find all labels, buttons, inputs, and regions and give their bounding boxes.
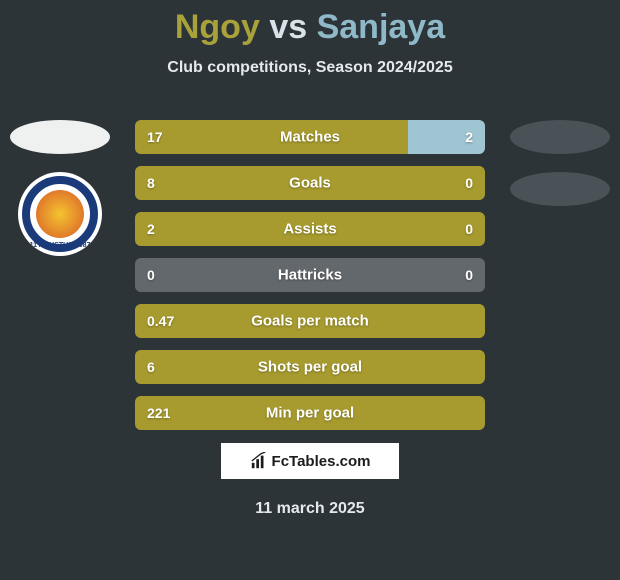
stat-value-right: 0 bbox=[465, 175, 473, 191]
stat-value-right: 2 bbox=[465, 129, 473, 145]
stat-label: Matches bbox=[135, 129, 485, 146]
stat-row: Shots per goal6 bbox=[135, 350, 485, 384]
stat-value-left: 8 bbox=[147, 175, 155, 191]
stat-value-left: 0 bbox=[147, 267, 155, 283]
right-team-oval-2-icon bbox=[510, 172, 610, 206]
stat-row: Assists2 0 bbox=[135, 212, 485, 246]
stat-row: Hattricks0 0 bbox=[135, 258, 485, 292]
brand-text: FcTables.com bbox=[272, 453, 371, 470]
stats-bars: Matches172Goals80Assists20Hattricks00Goa… bbox=[135, 120, 485, 430]
player2-name: Sanjaya bbox=[317, 8, 446, 46]
comparison-card: Ngoy vs Sanjaya Club competitions, Seaso… bbox=[0, 0, 620, 580]
player1-name: Ngoy bbox=[175, 8, 260, 46]
stat-label: Min per goal bbox=[135, 405, 485, 422]
left-team-oval-icon bbox=[10, 120, 110, 154]
stat-label: Assists bbox=[135, 221, 485, 238]
subtitle: Club competitions, Season 2024/2025 bbox=[0, 59, 620, 77]
stat-value-left: 17 bbox=[147, 129, 163, 145]
stat-row: Goals per match0.47 bbox=[135, 304, 485, 338]
stat-value-left: 221 bbox=[147, 405, 170, 421]
stat-label: Goals per match bbox=[135, 313, 485, 330]
title: Ngoy vs Sanjaya bbox=[0, 0, 620, 47]
logo-text-bottom: 11 AGUSTUS 1987 bbox=[18, 242, 102, 250]
right-logos bbox=[510, 120, 610, 206]
stat-value-left: 2 bbox=[147, 221, 155, 237]
stat-label: Hattricks bbox=[135, 267, 485, 284]
logo-text-top: AREMA bbox=[18, 178, 102, 187]
brand-footer[interactable]: FcTables.com bbox=[220, 442, 400, 480]
stat-label: Shots per goal bbox=[135, 359, 485, 376]
arema-logo-icon: AREMA 11 AGUSTUS 1987 bbox=[18, 172, 102, 256]
date: 11 march 2025 bbox=[0, 500, 620, 518]
stat-row: Goals8 0 bbox=[135, 166, 485, 200]
vs-text: vs bbox=[269, 8, 307, 46]
stat-row: Matches17 2 bbox=[135, 120, 485, 154]
stat-value-left: 6 bbox=[147, 359, 155, 375]
stat-value-left: 0.47 bbox=[147, 313, 174, 329]
left-logos: AREMA 11 AGUSTUS 1987 bbox=[10, 120, 110, 256]
stat-label: Goals bbox=[135, 175, 485, 192]
bar-chart-icon bbox=[250, 452, 268, 470]
stat-value-right: 0 bbox=[465, 221, 473, 237]
stat-value-right: 0 bbox=[465, 267, 473, 283]
right-team-oval-1-icon bbox=[510, 120, 610, 154]
stat-row: Min per goal221 bbox=[135, 396, 485, 430]
